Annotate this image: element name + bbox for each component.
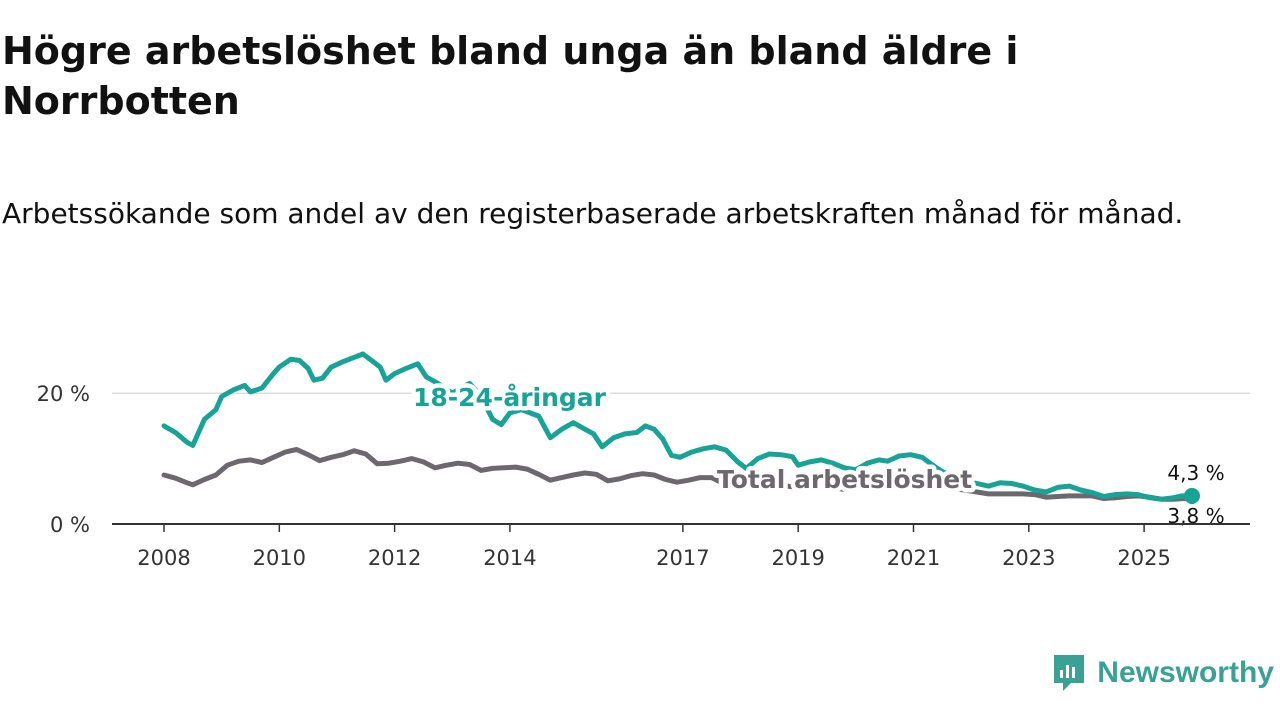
x-tick-label: 2025 [1117, 546, 1170, 570]
brand-name: Newsworthy [1097, 656, 1274, 689]
y-tick-label: 0 % [50, 513, 90, 537]
x-tick-label: 2021 [887, 546, 940, 570]
chart-title: Högre arbetslöshet bland unga än bland ä… [2, 29, 1019, 123]
newsworthy-logo-icon [1054, 655, 1085, 691]
series-line-total [161, 447, 1195, 502]
series-label-total-halo: Total arbetslöshet [717, 465, 972, 494]
axis-layer: 0 % 20 % 2008 2010 2012 2014 2017 2019 2021 2023 2… [37, 382, 1250, 570]
series-label-total: Total arbetslöshet [717, 465, 972, 494]
x-tick-label: 2014 [483, 546, 536, 570]
y-tick-label: 20 % [37, 382, 90, 406]
x-tick-label: 2017 [656, 546, 709, 570]
end-point-youth [1183, 487, 1200, 504]
x-tick-label: 2008 [137, 546, 190, 570]
x-tick-label: 2012 [368, 546, 421, 570]
series-label-youth-halo: 18-24-åringar [413, 383, 607, 412]
end-value-label-youth-halo: 4,3 % [1167, 461, 1224, 485]
series-layer [161, 351, 1200, 505]
x-tick-label: 2023 [1002, 546, 1055, 570]
x-tick-label: 2019 [771, 546, 824, 570]
x-tick-label: 2010 [253, 546, 306, 570]
series-line-youth [161, 351, 1195, 502]
brand-logo: Newsworthy [1051, 652, 1274, 694]
end-value-label-youth: 4,3 % [1167, 461, 1224, 485]
chart-subtitle: Arbetssökande som andel av den registerb… [2, 197, 1184, 230]
series-label-youth: 18-24-åringar [413, 383, 607, 412]
